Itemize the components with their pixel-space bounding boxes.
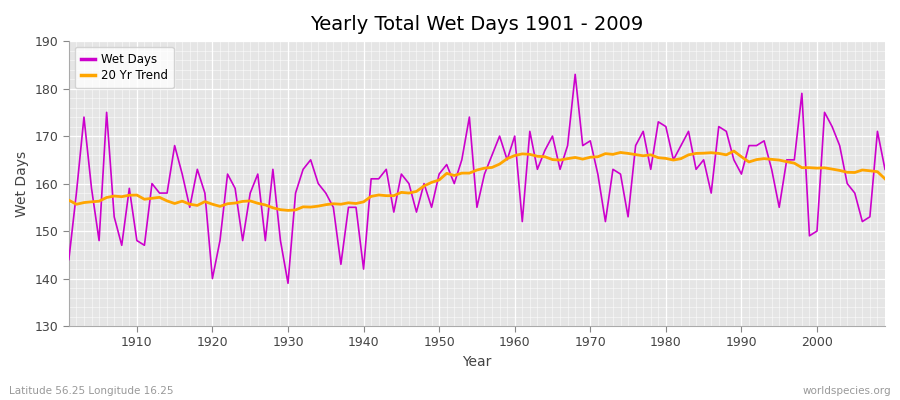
Wet Days xyxy=(509,134,520,138)
20 Yr Trend xyxy=(298,204,309,209)
Line: 20 Yr Trend: 20 Yr Trend xyxy=(68,151,885,210)
20 Yr Trend xyxy=(728,149,739,154)
Y-axis label: Wet Days: Wet Days xyxy=(15,150,29,217)
20 Yr Trend xyxy=(124,193,135,198)
20 Yr Trend xyxy=(509,153,520,158)
Text: Latitude 56.25 Longitude 16.25: Latitude 56.25 Longitude 16.25 xyxy=(9,386,174,396)
Text: worldspecies.org: worldspecies.org xyxy=(803,386,891,396)
X-axis label: Year: Year xyxy=(463,355,491,369)
20 Yr Trend xyxy=(283,208,293,213)
Wet Days xyxy=(570,72,580,77)
Wet Days xyxy=(63,257,74,262)
Wet Days xyxy=(879,167,890,172)
Wet Days xyxy=(343,205,354,210)
Title: Yearly Total Wet Days 1901 - 2009: Yearly Total Wet Days 1901 - 2009 xyxy=(310,15,644,34)
Wet Days xyxy=(124,186,135,191)
20 Yr Trend xyxy=(608,152,618,157)
Wet Days xyxy=(298,167,309,172)
Wet Days xyxy=(283,281,293,286)
20 Yr Trend xyxy=(879,176,890,181)
Wet Days xyxy=(615,172,626,176)
20 Yr Trend xyxy=(343,200,354,205)
Wet Days xyxy=(517,219,527,224)
Legend: Wet Days, 20 Yr Trend: Wet Days, 20 Yr Trend xyxy=(75,47,174,88)
20 Yr Trend xyxy=(517,152,527,156)
20 Yr Trend xyxy=(63,198,74,202)
Line: Wet Days: Wet Days xyxy=(68,74,885,283)
